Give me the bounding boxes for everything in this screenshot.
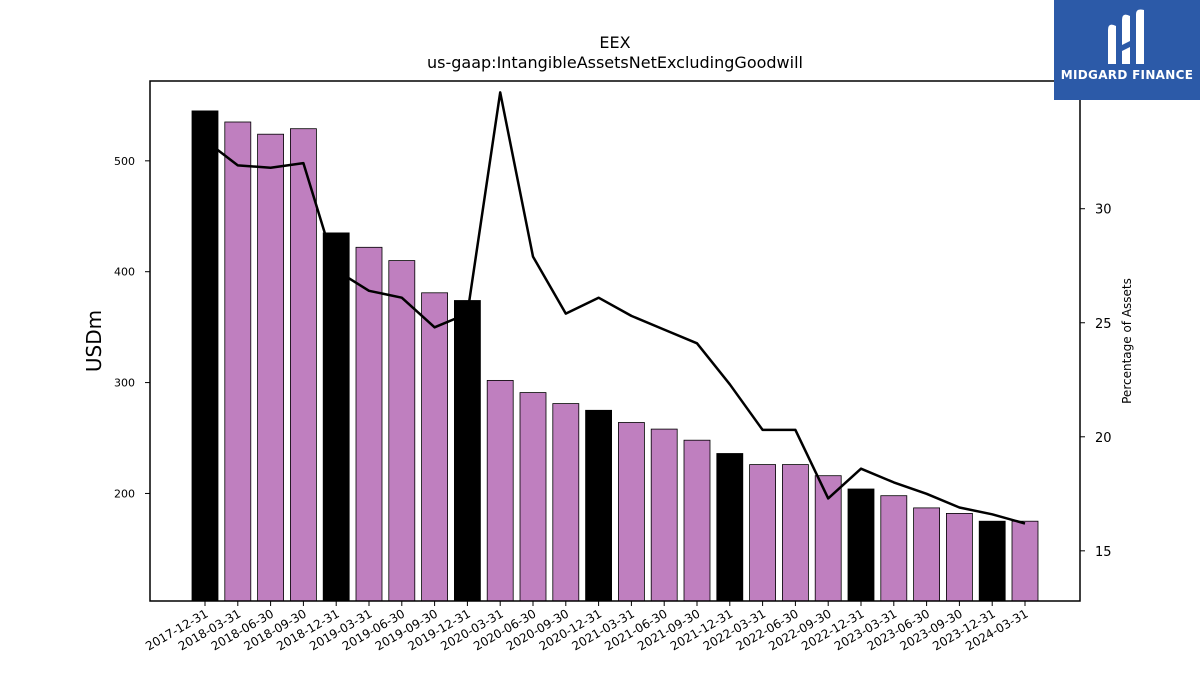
bar-2019-06-30: [388, 260, 416, 602]
bar-2020-06-30: [519, 392, 547, 602]
bar-2019-03-31: [355, 246, 383, 602]
y-tick-label-200: 200: [114, 487, 135, 500]
logo-text: MIDGARD FINANCE: [1060, 68, 1194, 82]
bar-2018-03-31: [224, 121, 252, 602]
bar-2023-03-31: [880, 495, 908, 602]
y-axis-label: USDm: [82, 310, 106, 372]
plot-frame: [149, 80, 1081, 602]
bar-2018-12-31: [322, 232, 350, 602]
bar-2017-12-31: [191, 110, 219, 602]
bar-2020-09-30: [552, 403, 580, 602]
bar-2022-03-31: [749, 464, 776, 602]
y-tick-label-500: 500: [114, 155, 135, 168]
bar-2019-09-30: [421, 292, 449, 602]
y-axis-right: 1520253035: [1080, 89, 1112, 560]
bar-2018-06-30: [257, 133, 285, 602]
bar-2024-03-31: [1011, 520, 1039, 602]
y2-tick-label-15: 15: [1095, 545, 1112, 560]
y2-tick-label-30: 30: [1095, 203, 1112, 218]
y2-tick-label-20: 20: [1095, 431, 1112, 446]
bar-2019-12-31: [453, 300, 481, 602]
midgard-logo-icon: [1108, 9, 1144, 65]
bar-2023-12-31: [978, 520, 1006, 602]
y2-tick-label-25: 25: [1095, 317, 1112, 332]
bar-series: [191, 110, 1039, 602]
bar-2022-09-30: [814, 475, 842, 602]
bar-2021-12-31: [716, 453, 744, 602]
bar-2021-06-30: [650, 428, 678, 602]
bar-2020-12-31: [585, 409, 612, 602]
bar-2023-09-30: [946, 513, 973, 602]
midgard-finance-logo: MIDGARD FINANCE: [1054, 0, 1200, 100]
bar-2020-03-31: [486, 379, 514, 602]
bar-2022-12-31: [847, 488, 875, 602]
bar-2021-09-30: [683, 439, 711, 602]
y-tick-label-300: 300: [114, 377, 135, 390]
bar-2018-09-30: [289, 128, 317, 602]
y2-axis-label: Percentage of Assets: [1120, 278, 1134, 404]
y-tick-label-400: 400: [114, 266, 135, 279]
bar-2023-06-30: [913, 507, 940, 602]
chart-subtitle: us-gaap:IntangibleAssetsNetExcludingGood…: [427, 53, 803, 72]
chart-title: EEX: [599, 33, 630, 52]
bar-2022-06-30: [782, 464, 809, 602]
y-axis-left: 200 300 400 500: [114, 155, 150, 500]
x-axis: 2017-12-312018-03-312018-06-302018-09-30…: [143, 601, 1031, 653]
percentage-line: [204, 91, 1026, 525]
percentage-line-series: [204, 91, 1026, 525]
bar-2021-03-31: [618, 422, 645, 602]
